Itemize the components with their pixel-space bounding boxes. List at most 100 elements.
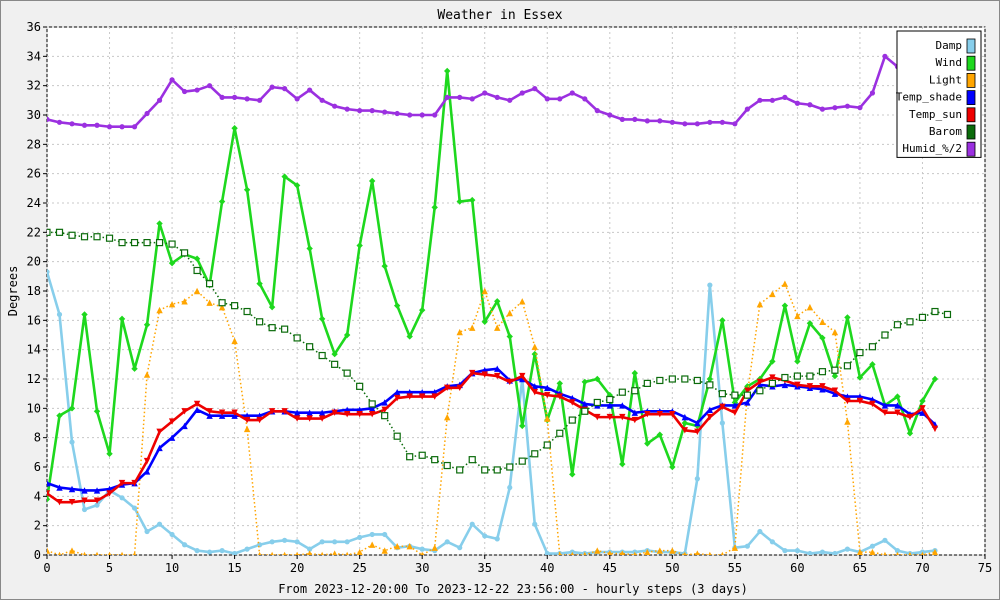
data-point-humid-2 <box>482 90 488 96</box>
data-point-light <box>381 547 388 554</box>
data-point-damp <box>194 548 200 554</box>
data-point-barom <box>243 307 251 316</box>
data-point-temp-sun <box>268 408 276 415</box>
data-point-barom <box>631 387 639 395</box>
data-point-barom <box>718 390 726 398</box>
data-point-humid-2 <box>882 53 888 59</box>
data-point-damp <box>782 548 788 554</box>
data-point-humid-2 <box>682 121 688 127</box>
x-tick-label: 75 <box>978 561 992 575</box>
data-point-humid-2 <box>194 87 200 93</box>
data-point-light <box>181 298 188 305</box>
data-point-light <box>558 551 562 555</box>
data-point-temp-sun <box>506 378 513 386</box>
data-point-barom <box>218 299 226 307</box>
legend-swatch-temp-sun <box>966 107 976 123</box>
data-point-light <box>444 413 451 421</box>
data-point-damp <box>344 539 350 545</box>
data-point-light <box>531 343 538 350</box>
data-point-light <box>506 309 513 317</box>
data-point-humid-2 <box>557 96 563 102</box>
y-tick-label: 22 <box>27 225 41 239</box>
data-point-damp <box>532 521 538 527</box>
data-point-light <box>206 299 213 306</box>
data-point-light <box>669 547 676 554</box>
data-point-light <box>644 548 651 555</box>
data-point-barom <box>518 457 526 465</box>
data-point-wind <box>56 412 63 419</box>
data-point-light <box>607 550 613 555</box>
data-point-barom <box>618 388 626 396</box>
data-point-temp-shade <box>306 409 313 416</box>
data-point-humid-2 <box>719 119 725 125</box>
data-point-barom <box>856 349 864 357</box>
data-point-wind <box>781 302 789 309</box>
data-point-wind <box>894 393 901 400</box>
data-point-humid-2 <box>457 94 463 100</box>
data-point-temp-sun <box>919 405 926 412</box>
data-point-light <box>107 551 112 555</box>
data-point-light <box>295 551 299 555</box>
data-point-light <box>695 550 700 555</box>
data-point-humid-2 <box>81 122 88 128</box>
data-point-humid-2 <box>219 94 225 100</box>
series-line-temp-sun <box>47 371 937 504</box>
data-point-light <box>193 287 201 295</box>
data-point-temp-sun <box>143 457 151 465</box>
data-point-temp-sun <box>906 413 914 421</box>
data-point-light <box>406 543 413 550</box>
data-point-barom <box>568 416 576 424</box>
data-point-light <box>869 548 876 555</box>
data-point-light <box>683 551 687 555</box>
data-point-light <box>168 301 176 308</box>
data-point-wind <box>243 186 251 193</box>
data-point-temp-sun <box>644 411 651 418</box>
data-point-humid-2 <box>632 116 638 122</box>
data-point-temp-shade <box>181 422 188 430</box>
data-point-barom <box>781 373 789 382</box>
data-point-damp <box>832 550 838 555</box>
data-point-barom <box>356 382 364 390</box>
data-point-humid-2 <box>544 96 550 102</box>
data-point-temp-sun <box>469 369 476 377</box>
data-point-light <box>120 551 124 555</box>
data-point-temp-sun <box>193 400 201 408</box>
data-point-humid-2 <box>369 108 375 114</box>
y-tick-label: 2 <box>34 519 41 533</box>
data-point-temp-shade <box>581 400 588 408</box>
data-point-temp-shade <box>68 485 76 493</box>
data-point-humid-2 <box>232 94 238 100</box>
data-point-wind <box>594 375 601 383</box>
data-point-barom <box>118 239 126 247</box>
data-point-damp <box>206 549 213 555</box>
data-point-temp-sun <box>181 408 188 415</box>
data-point-wind <box>706 375 714 383</box>
data-point-temp-shade <box>156 444 163 452</box>
data-point-humid-2 <box>56 119 63 125</box>
data-point-humid-2 <box>131 124 138 130</box>
data-point-temp-sun <box>556 393 563 400</box>
data-point-temp-sun <box>331 409 338 416</box>
legend-label-wind: Wind <box>936 56 963 69</box>
data-point-light <box>708 551 712 555</box>
data-point-wind <box>81 311 88 318</box>
x-tick-label: 0 <box>43 561 50 575</box>
data-point-temp-sun <box>243 416 251 424</box>
data-point-light <box>831 328 839 336</box>
data-point-wind <box>419 306 426 314</box>
data-point-light <box>356 548 363 555</box>
data-point-damp <box>319 539 325 545</box>
data-point-barom <box>943 310 952 319</box>
data-point-barom <box>293 334 301 342</box>
data-point-humid-2 <box>832 105 838 111</box>
data-point-wind <box>794 358 801 365</box>
data-point-light <box>431 544 438 551</box>
data-point-temp-sun <box>318 415 326 422</box>
x-tick-label: 25 <box>352 561 366 575</box>
data-point-wind <box>331 350 338 358</box>
data-point-temp-sun <box>456 384 463 391</box>
data-point-humid-2 <box>69 121 75 127</box>
